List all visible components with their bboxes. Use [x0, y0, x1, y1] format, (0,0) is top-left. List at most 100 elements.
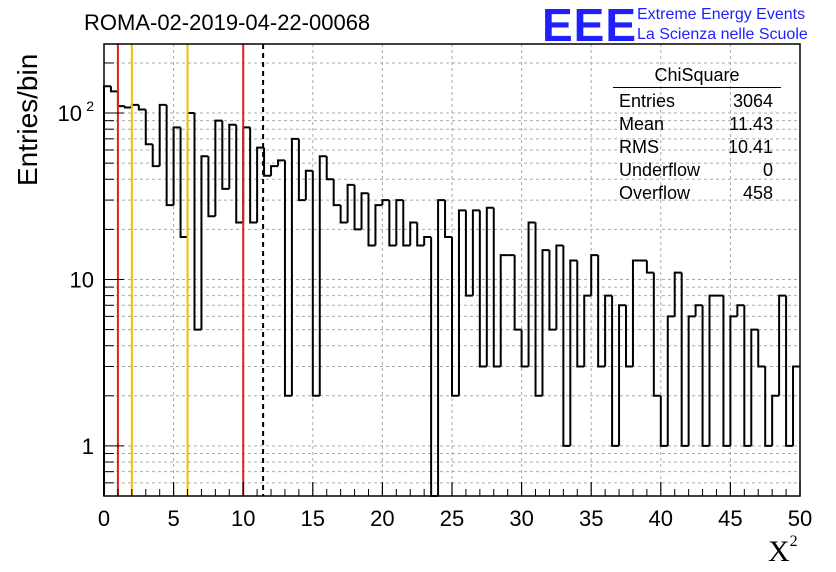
histogram-bin: [423, 235, 432, 246]
histogram-bin: [471, 209, 480, 296]
stats-row: Entries 3064: [613, 90, 781, 113]
histogram-bin: [228, 123, 237, 189]
histogram-bin: [590, 254, 599, 296]
histogram-bin: [583, 294, 592, 367]
histogram-bin: [645, 260, 654, 274]
marker-lines: [116, 44, 265, 496]
histogram-bin: [708, 294, 717, 446]
histogram-bin: [207, 156, 216, 218]
histogram-bin: [374, 204, 383, 246]
histogram-bin: [277, 159, 285, 167]
stats-row: Overflow 458: [613, 182, 781, 205]
stats-title: ChiSquare: [613, 65, 781, 88]
histogram-bin: [297, 138, 306, 202]
stats-row: Mean 11.43: [613, 113, 781, 136]
histogram-bin: [137, 104, 146, 111]
stats-row: RMS 10.41: [613, 136, 781, 159]
histogram-bin: [611, 295, 620, 447]
histogram-bin: [722, 295, 731, 447]
histogram-bin: [659, 395, 668, 447]
histogram-bin: [569, 259, 578, 446]
stats-value: 0: [762, 160, 773, 180]
histogram-bin: [214, 119, 223, 217]
histogram-bin: [687, 315, 696, 446]
stats-value: 10.41: [727, 137, 773, 157]
histogram-bin: [736, 304, 745, 317]
histogram-bin: [193, 113, 202, 331]
stats-row: Underflow 0: [613, 159, 781, 182]
histogram-bin: [555, 244, 564, 330]
histogram-bin: [764, 366, 773, 447]
x-tick-label: 5: [167, 506, 179, 531]
histogram-bin: [151, 144, 160, 168]
histogram-bin: [242, 126, 251, 223]
histogram-bin: [604, 294, 613, 367]
histogram-bin: [666, 315, 675, 446]
x-tick-label: 10: [231, 506, 255, 531]
histogram-bin: [186, 112, 195, 237]
histogram-bin: [499, 254, 508, 367]
histogram-bin: [256, 146, 265, 223]
y-axis-label: Entries/bin: [12, 53, 43, 186]
histogram-bin: [381, 199, 390, 206]
histogram-bin: [158, 103, 167, 167]
x-tick-label: 0: [98, 506, 110, 531]
histogram-bin: [625, 305, 633, 368]
histogram-bin: [451, 236, 459, 397]
histogram-bin: [339, 205, 348, 224]
logo-line-1: Extreme Energy Events: [637, 6, 806, 23]
eee-logo: EEE Extreme Energy Events La Scienza nel…: [542, 2, 808, 48]
stats-label: Mean: [619, 114, 665, 134]
histogram-bin: [680, 272, 689, 447]
stats-value: 3064: [732, 91, 773, 111]
histogram-bin: [123, 106, 132, 109]
histogram-bin: [673, 271, 682, 317]
histogram-bin: [325, 156, 334, 181]
histogram-bin: [743, 305, 752, 447]
histogram-bin: [694, 304, 703, 317]
logo-line-2: La Scienza nelle Scuole: [637, 26, 808, 43]
histogram-bin: [304, 169, 313, 201]
histogram-bin: [409, 221, 418, 246]
histogram-bin: [416, 222, 425, 247]
histogram-bin: [437, 199, 446, 496]
histogram-bin: [353, 184, 362, 231]
histogram-bin: [652, 272, 661, 397]
y-tick-label: 10: [58, 101, 82, 126]
x-tick-label: 50: [788, 506, 812, 531]
stats-label: Overflow: [619, 183, 691, 203]
histogram-bin: [478, 210, 487, 368]
histogram-bin: [109, 86, 118, 93]
histogram-bin: [576, 260, 585, 368]
histogram-bin: [485, 206, 494, 367]
histogram-bin: [172, 126, 181, 206]
histogram-bin: [464, 210, 473, 297]
histogram-bin: [597, 255, 606, 368]
x-tick-label: 15: [301, 506, 325, 531]
histogram-bin: [402, 200, 411, 247]
histogram-bin: [631, 259, 640, 367]
stats-label: Underflow: [619, 160, 701, 180]
histogram-bin: [395, 199, 404, 246]
histogram-bin: [562, 245, 571, 447]
histogram-bin: [130, 103, 139, 108]
histogram-bin: [548, 250, 557, 331]
histogram-bin: [541, 249, 550, 396]
histogram-bin: [311, 170, 320, 397]
x-tick-label: 45: [718, 506, 742, 531]
histogram-bin: [757, 329, 766, 368]
stats-value: 11.43: [729, 114, 773, 134]
histogram-bin: [618, 304, 626, 446]
x-tick-label: 40: [649, 506, 673, 531]
histogram-bin: [534, 222, 543, 397]
histogram-bin: [200, 155, 209, 330]
histogram-bin: [235, 124, 244, 224]
histogram-bin: [513, 255, 522, 331]
chart-title: ROMA-02-2019-04-22-00068: [84, 10, 371, 35]
stats-label: RMS: [619, 137, 659, 157]
histogram-bin: [367, 193, 376, 247]
histogram-bin: [144, 109, 153, 146]
histogram-bin: [785, 295, 794, 447]
stats-box: ChiSquare Entries 3064 Mean 11.43 RMS 10…: [613, 65, 781, 205]
